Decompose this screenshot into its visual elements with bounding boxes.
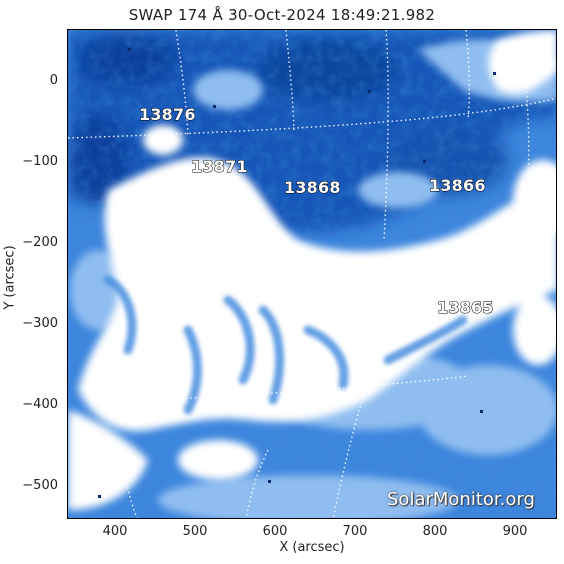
y-tick-label: −200: [22, 235, 58, 250]
image-title: SWAP 174 Å 30-Oct-2024 18:49:21.982: [128, 6, 436, 24]
x-tick-label: 600: [262, 524, 288, 539]
x-tick-label: 700: [342, 524, 368, 539]
active-region-label: 13871: [191, 157, 248, 177]
y-axis-label: Y (arcsec): [2, 245, 18, 310]
x-tick-label: 900: [502, 524, 528, 539]
y-tick-label: 0: [49, 73, 58, 88]
watermark: SolarMonitor.org: [387, 489, 535, 510]
y-tick-label: −500: [22, 478, 58, 493]
active-region-label: 13868: [284, 178, 341, 198]
y-tick-label: −100: [22, 154, 58, 169]
x-tick-label: 400: [102, 524, 128, 539]
x-tick-label: 500: [182, 524, 208, 539]
y-tick-label: −400: [22, 397, 58, 412]
solar-image-panel: [67, 29, 557, 519]
x-tick-label: 800: [422, 524, 448, 539]
euv-image: [68, 30, 556, 518]
x-axis-label: X (arcsec): [279, 540, 345, 555]
active-region-label: 13866: [429, 176, 486, 196]
y-tick-label: −300: [22, 316, 58, 331]
active-region-label: 13876: [139, 105, 196, 125]
active-region-label: 13865: [437, 298, 494, 318]
